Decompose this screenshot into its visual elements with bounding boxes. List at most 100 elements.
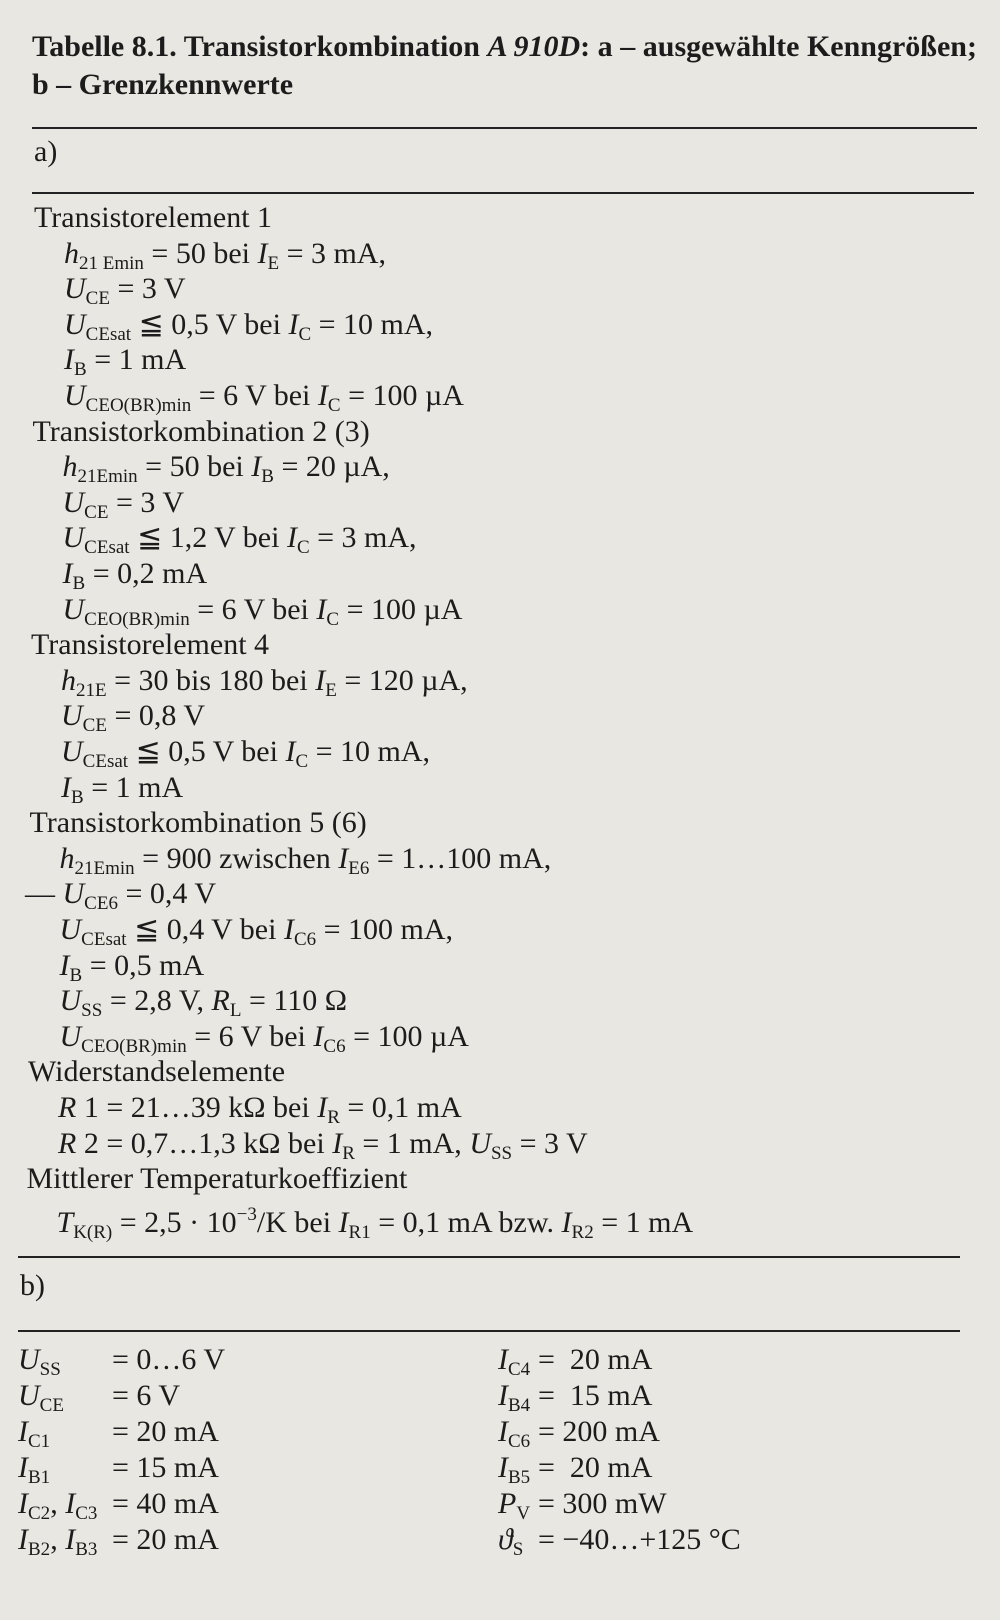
spec-line: UCEO(BR)min = 6 V bei IC = 100 µA <box>63 592 463 638</box>
subscript: B <box>72 573 86 594</box>
limit-name: IB2, IB3 <box>18 1522 97 1568</box>
text: = 110 Ω <box>241 984 348 1018</box>
text: I <box>498 1379 508 1412</box>
subscript: R2 <box>571 1221 594 1243</box>
subscript: E <box>267 252 280 274</box>
limit-name: IB5 <box>498 1450 530 1496</box>
limit-value: = 15 mA <box>112 1451 219 1484</box>
text: I <box>283 913 294 946</box>
section-label: a) <box>34 135 58 168</box>
subscript: C6 <box>323 1035 346 1057</box>
text: = 1 mA <box>83 770 184 804</box>
text: I <box>561 1205 572 1239</box>
text: I <box>315 663 326 697</box>
text: = 3 mA, <box>279 236 387 270</box>
text: U <box>18 1379 40 1412</box>
subscript: B3 <box>75 1539 98 1560</box>
text: I <box>18 1451 28 1484</box>
text: = 0,1 mA <box>339 1091 462 1124</box>
text: T <box>56 1205 74 1239</box>
table-caption: Tabelle 8.1. Transistorkombination A 910… <box>32 28 977 104</box>
text: R <box>211 984 230 1018</box>
subscript: B <box>74 359 87 381</box>
subscript: B1 <box>28 1467 51 1488</box>
text: I <box>286 521 297 555</box>
subscript: CEO(BR)min <box>81 1035 187 1057</box>
subscript: S <box>512 1539 524 1560</box>
text: U <box>62 485 85 519</box>
limit-value: = −40…+125 °C <box>538 1523 741 1556</box>
spec-line: h21E = 30 bis 180 bei IE = 120 µA, <box>61 663 468 709</box>
text: I <box>59 948 70 982</box>
text: U <box>62 592 85 626</box>
rule <box>18 1256 960 1258</box>
text: = 2,8 V, <box>102 984 212 1018</box>
limit-name: IC6 <box>498 1414 530 1460</box>
text: Tabelle 8.1. <box>32 30 177 63</box>
text: h <box>59 841 75 875</box>
text: I <box>317 1091 328 1124</box>
spec-line: UCE = 3 V <box>63 485 185 531</box>
subscript: 21Emin <box>74 857 135 879</box>
spec-line: USS = 2,8 V, RL = 110 Ω <box>60 983 348 1029</box>
text: = 10 mA, <box>311 307 434 341</box>
limit-value: = 6 V <box>112 1379 181 1412</box>
group-heading: Transistorelement 1 <box>34 201 273 234</box>
text: = 100 µA <box>345 1019 469 1053</box>
subscript: CE6 <box>84 893 118 915</box>
subscript: CE <box>85 288 110 310</box>
subscript: C <box>296 537 310 559</box>
text: I <box>338 841 349 875</box>
subscript: CEsat <box>84 537 130 559</box>
group-heading: Transistorkombination 5 (6) <box>29 806 367 840</box>
limit-name: ϑS <box>498 1522 523 1568</box>
text: ≦ 1,2 V bei <box>129 521 287 555</box>
text: I <box>65 1487 76 1520</box>
subscript: 21 Emin <box>79 252 144 274</box>
text: = 100 µA <box>339 592 463 626</box>
text: Transistorkombination <box>176 30 488 63</box>
text: A 910D <box>487 30 581 63</box>
text: U <box>62 521 85 555</box>
text: 1 = 21…39 kΩ bei <box>76 1091 318 1124</box>
text: U <box>59 913 82 946</box>
text: ≦ 0,4 V bei <box>126 913 284 946</box>
text: = 50 bei <box>137 450 252 484</box>
text: : a – ausgewählte Kenngrößen; b – Grenzk… <box>32 30 977 101</box>
spec-line: UCE = 3 V <box>64 271 186 317</box>
limit-name: USS <box>18 1342 61 1388</box>
rule <box>18 1330 960 1332</box>
limit-name: UCE <box>18 1378 64 1424</box>
subscript: R <box>342 1142 355 1164</box>
text: U <box>61 735 83 768</box>
limit-value: = 20 mA <box>112 1415 219 1448</box>
text: , <box>50 1487 66 1520</box>
subscript: B <box>261 466 274 488</box>
spec-line: h21Emin = 50 bei IB = 20 µA, <box>63 449 390 495</box>
text: I <box>18 1487 28 1520</box>
subscript: C4 <box>508 1359 531 1380</box>
text: U <box>18 1343 40 1376</box>
subscript: SS <box>490 1142 513 1164</box>
spec-line: UCEO(BR)min = 6 V bei IC = 100 µA <box>64 378 464 424</box>
text: = 20 µA, <box>273 450 390 484</box>
limit-value: = 300 mW <box>538 1487 667 1520</box>
limit-value: = 40 mA <box>112 1487 219 1520</box>
subscript: B <box>69 964 83 986</box>
text: = 50 bei <box>143 236 258 270</box>
subscript: C <box>298 323 312 345</box>
subscript: R1 <box>348 1221 371 1243</box>
text: — <box>25 877 63 911</box>
subscript: B <box>71 786 84 808</box>
text: , <box>50 1523 66 1556</box>
text: U <box>62 877 85 911</box>
text: h <box>64 236 79 270</box>
text: U <box>59 1019 82 1053</box>
text: U <box>469 1126 491 1160</box>
text: I <box>498 1415 508 1448</box>
spec-line: h21Emin = 900 zwischen IE6 = 1…100 mA, <box>60 841 552 887</box>
text: = 3 V <box>512 1126 588 1160</box>
text: I <box>285 735 296 768</box>
text: = 1 mA <box>593 1205 694 1239</box>
subscript: C <box>295 751 309 772</box>
